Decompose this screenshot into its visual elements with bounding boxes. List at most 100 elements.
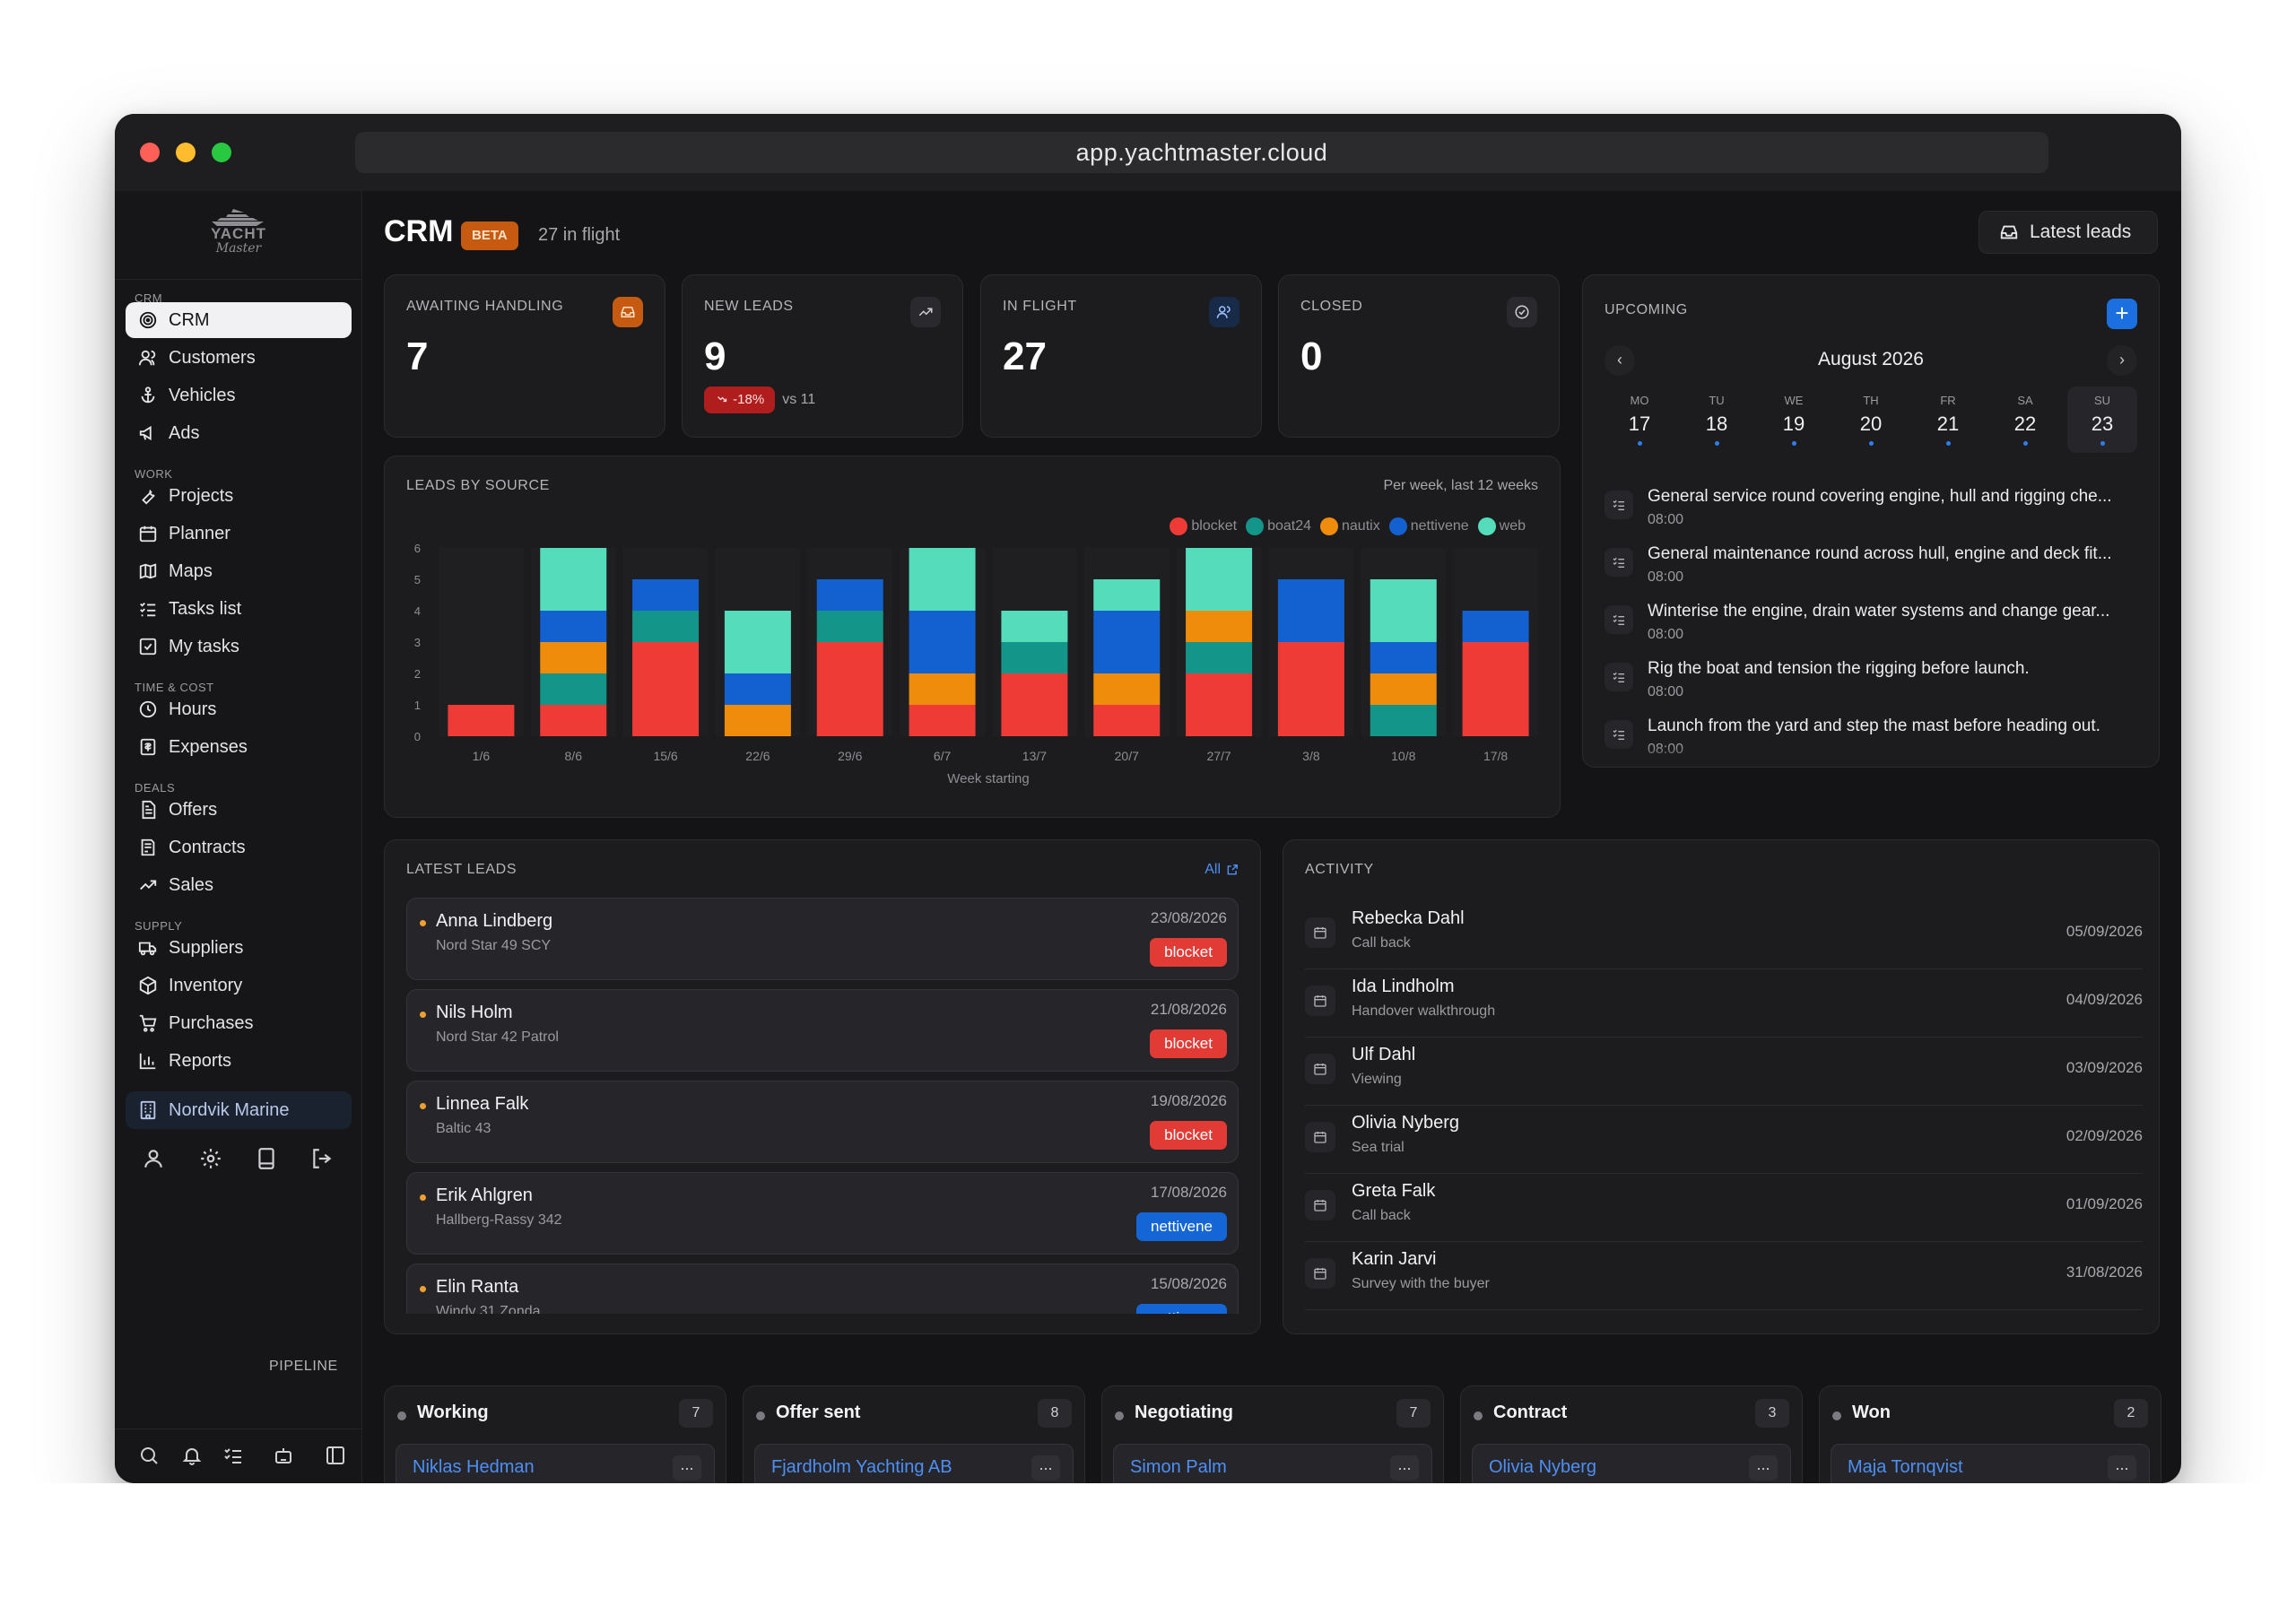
logout-icon[interactable]: [310, 1147, 334, 1170]
more-options-button[interactable]: ...: [2108, 1455, 2136, 1481]
bar-segment-nautix[interactable]: [1093, 673, 1161, 705]
bar-segment-nettivene[interactable]: [1370, 642, 1437, 673]
activity-row[interactable]: Rebecka Dahl Call back 05/09/2026: [1305, 901, 2143, 969]
bar-segment-blocket[interactable]: [448, 705, 515, 736]
organization-switcher[interactable]: Nordvik Marine: [126, 1091, 352, 1129]
bar-segment-nettivene[interactable]: [1277, 579, 1344, 642]
sidebar-item-expenses[interactable]: Expenses: [126, 729, 352, 765]
lead-card[interactable]: Linnea Falk Baltic 43 19/08/2026 blocket: [406, 1081, 1239, 1163]
sidebar-item-vehicles[interactable]: Vehicles: [126, 378, 352, 413]
upcoming-event[interactable]: Rig the boat and tension the rigging bef…: [1605, 659, 2146, 709]
sidebar-item-crm[interactable]: CRM: [126, 302, 352, 338]
calendar-day[interactable]: WE 19: [1759, 386, 1829, 453]
bar-segment-web[interactable]: [909, 548, 976, 611]
bell-icon[interactable]: [181, 1445, 203, 1466]
bar-segment-boat24[interactable]: [1186, 642, 1253, 673]
upcoming-event[interactable]: General service round covering engine, h…: [1605, 487, 2146, 537]
prev-week-button[interactable]: ‹: [1605, 345, 1635, 376]
activity-row[interactable]: Greta Falk Call back 01/09/2026: [1305, 1174, 2143, 1242]
bar-segment-web[interactable]: [1370, 579, 1437, 642]
more-options-button[interactable]: ...: [1749, 1455, 1778, 1481]
bar-segment-nettivene[interactable]: [1093, 611, 1161, 673]
pipeline-card-name[interactable]: Maja Tornqvist: [1848, 1457, 1963, 1477]
bar-segment-blocket[interactable]: [816, 642, 883, 736]
more-options-button[interactable]: ...: [1031, 1455, 1060, 1481]
activity-row[interactable]: Karin Jarvi Survey with the buyer 31/08/20…: [1305, 1242, 2143, 1310]
calendar-day[interactable]: SA 22: [1990, 386, 2060, 453]
sidebar-toggle-icon[interactable]: [325, 1445, 346, 1466]
bar-segment-web[interactable]: [724, 611, 791, 673]
task-checklist-icon[interactable]: [222, 1445, 244, 1466]
bar-segment-blocket[interactable]: [1277, 642, 1344, 736]
bar-segment-nautix[interactable]: [540, 642, 607, 673]
user-icon[interactable]: [142, 1147, 165, 1170]
calendar-day[interactable]: FR 21: [1913, 386, 1983, 453]
more-options-button[interactable]: ...: [1390, 1455, 1419, 1481]
stat-card-closed[interactable]: CLOSED 0: [1278, 274, 1560, 438]
app-logo[interactable]: YACHT Master: [203, 204, 274, 261]
stat-card-awaiting[interactable]: AWAITING HANDLING 7: [384, 274, 665, 438]
bar-segment-nautix[interactable]: [724, 705, 791, 736]
minimize-window-button[interactable]: [176, 143, 196, 162]
sidebar-item-ads[interactable]: Ads: [126, 415, 352, 451]
bar-segment-blocket[interactable]: [1001, 673, 1068, 736]
sidebar-item-tasks-list[interactable]: Tasks list: [126, 591, 352, 627]
bar-segment-blocket[interactable]: [1462, 642, 1529, 736]
sidebar-item-purchases[interactable]: Purchases: [126, 1005, 352, 1041]
bar-segment-nettivene[interactable]: [632, 579, 700, 611]
sidebar-item-sales[interactable]: Sales: [126, 867, 352, 903]
sidebar-item-inventory[interactable]: Inventory: [126, 968, 352, 1003]
bar-segment-blocket[interactable]: [909, 705, 976, 736]
pipeline-card-name[interactable]: Olivia Nyberg: [1489, 1457, 1597, 1477]
sidebar-item-my-tasks[interactable]: My tasks: [126, 629, 352, 664]
gear-icon[interactable]: [199, 1147, 222, 1170]
bar-segment-blocket[interactable]: [1186, 673, 1253, 736]
sidebar-item-suppliers[interactable]: Suppliers: [126, 930, 352, 966]
all-leads-link[interactable]: All: [1205, 862, 1239, 878]
legend-item-nettivene[interactable]: nettivene: [1388, 517, 1469, 535]
pipeline-card-name[interactable]: Simon Palm: [1130, 1457, 1227, 1477]
latest-leads-button[interactable]: Latest leads: [1979, 211, 2158, 254]
bar-segment-blocket[interactable]: [540, 705, 607, 736]
sidebar-item-customers[interactable]: Customers: [126, 340, 352, 376]
bar-segment-nautix[interactable]: [1370, 673, 1437, 705]
sidebar-item-projects[interactable]: Projects: [126, 478, 352, 514]
bar-segment-web[interactable]: [540, 548, 607, 611]
lead-card[interactable]: Erik Ahlgren Hallberg-Rassy 342 17/08/2026…: [406, 1172, 1239, 1255]
maximize-window-button[interactable]: [212, 143, 231, 162]
bar-segment-boat24[interactable]: [816, 611, 883, 642]
bar-segment-nautix[interactable]: [909, 673, 976, 705]
sidebar-item-offers[interactable]: Offers: [126, 792, 352, 828]
calendar-day[interactable]: MO 17: [1605, 386, 1674, 453]
upcoming-event[interactable]: Winterise the engine, drain water system…: [1605, 602, 2146, 652]
bar-segment-web[interactable]: [1186, 548, 1253, 611]
bar-segment-nettivene[interactable]: [540, 611, 607, 642]
stat-card-in-flight[interactable]: IN FLIGHT 27: [980, 274, 1262, 438]
lead-card[interactable]: Anna Lindberg Nord Star 49 SCY 23/08/2026 b…: [406, 898, 1239, 980]
bar-segment-blocket[interactable]: [632, 642, 700, 736]
legend-item-nautix[interactable]: nautix: [1320, 517, 1380, 535]
bar-segment-web[interactable]: [1093, 579, 1161, 611]
bar-segment-web[interactable]: [1001, 611, 1068, 642]
stat-card-new-leads[interactable]: NEW LEADS 9 -18% vs 11: [682, 274, 963, 438]
pipeline-card-name[interactable]: Fjardholm Yachting AB: [771, 1457, 952, 1477]
upcoming-event[interactable]: General maintenance round across hull, e…: [1605, 544, 2146, 595]
bar-segment-boat24[interactable]: [632, 611, 700, 642]
calendar-day[interactable]: TU 18: [1682, 386, 1752, 453]
add-event-button[interactable]: +: [2107, 299, 2137, 329]
sidebar-item-contracts[interactable]: Contracts: [126, 829, 352, 865]
bar-segment-nettivene[interactable]: [1462, 611, 1529, 642]
lead-card[interactable]: Nils Holm Nord Star 42 Patrol 21/08/2026 bl…: [406, 989, 1239, 1072]
bar-segment-blocket[interactable]: [1093, 705, 1161, 736]
address-bar[interactable]: app.yachtmaster.cloud: [355, 132, 2048, 173]
bar-segment-boat24[interactable]: [540, 673, 607, 705]
legend-item-boat24[interactable]: boat24: [1246, 517, 1311, 535]
bar-segment-nettivene[interactable]: [724, 673, 791, 705]
bar-segment-nettivene[interactable]: [816, 579, 883, 611]
calendar-day[interactable]: TH 20: [1836, 386, 1906, 453]
sidebar-item-reports[interactable]: Reports: [126, 1043, 352, 1079]
sidebar-item-planner[interactable]: Planner: [126, 516, 352, 551]
activity-row[interactable]: Ulf Dahl Viewing 03/09/2026: [1305, 1038, 2143, 1106]
legend-item-web[interactable]: web: [1477, 517, 1526, 535]
activity-row[interactable]: Olivia Nyberg Sea trial 02/09/2026: [1305, 1106, 2143, 1174]
